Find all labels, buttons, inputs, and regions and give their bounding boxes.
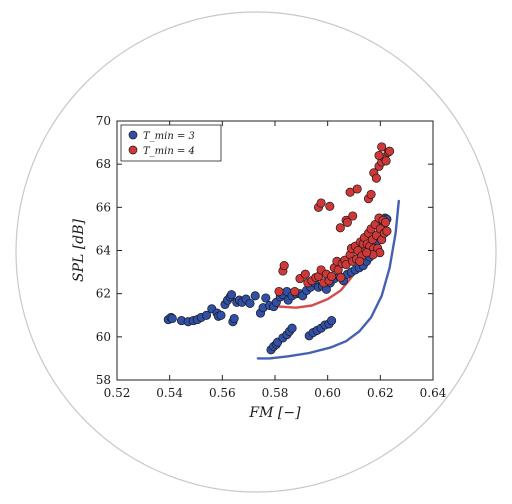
- scatter-point-series-2: [336, 272, 346, 283]
- legend: T_min = 3 T_min = 4: [120, 124, 222, 162]
- scatter-point-series-2: [382, 226, 392, 236]
- legend-entry-series-1: T_min = 3: [128, 130, 195, 142]
- y-tick-label: 66: [96, 200, 111, 214]
- scatter-point-series-1: [167, 313, 177, 324]
- legend-label-series-1: T_min = 3: [143, 131, 195, 142]
- scatter-point-series-2: [374, 150, 384, 161]
- scatter-point-series-2: [352, 184, 362, 194]
- x-tick-label: 0.52: [104, 386, 131, 400]
- scatter-point-series-1: [261, 293, 271, 303]
- y-axis: 58 60 62 64 66 68 70: [96, 114, 433, 387]
- x-tick-label: 0.62: [367, 386, 394, 400]
- scatter-point-series-2: [385, 146, 395, 156]
- scatter-point-series-2: [377, 142, 387, 152]
- scatter-point-series-2: [355, 256, 365, 266]
- scatter-point-series-1: [327, 316, 337, 326]
- scatter-point-series-2: [362, 248, 372, 258]
- scatter-point-series-2: [381, 217, 391, 227]
- scatter-point-series-2: [316, 198, 326, 208]
- y-tick-label: 68: [96, 157, 111, 171]
- plot-area: 0.52 0.54 0.56 0.58 0.60 0.62 0.64 58 60 62 64 66 6…: [96, 114, 447, 400]
- scatter-point-series-2: [274, 286, 284, 297]
- scatter-point-series-1: [245, 298, 255, 308]
- legend-marker-series-2: [128, 145, 138, 155]
- scatter-point-series-2: [335, 223, 345, 233]
- legend-entry-series-2: T_min = 4: [128, 145, 195, 157]
- scatter-point-series-2: [290, 286, 300, 297]
- x-axis: 0.52 0.54 0.56 0.58 0.60 0.62 0.64: [104, 121, 447, 400]
- x-tick-label: 0.60: [314, 386, 341, 400]
- x-axis-label: FM [−]: [248, 405, 301, 421]
- legend-label-series-2: T_min = 4: [143, 146, 195, 157]
- scatter-point-series-2: [279, 261, 289, 271]
- y-tick-label: 60: [96, 330, 111, 344]
- scatter-point-series-2: [381, 156, 391, 166]
- legend-marker-series-1: [128, 130, 138, 140]
- x-tick-label: 0.58: [262, 386, 289, 400]
- scatter-point-series-2: [366, 189, 376, 199]
- x-tick-label: 0.56: [209, 386, 236, 400]
- x-tick-label: 0.64: [420, 386, 447, 400]
- fit-curve-series-2: [277, 263, 361, 309]
- scatter-point-series-1: [250, 291, 260, 301]
- scatter-point-series-1: [287, 323, 297, 333]
- scatter-point-series-2: [371, 173, 381, 183]
- y-tick-label: 70: [96, 114, 111, 128]
- y-tick-label: 62: [96, 287, 111, 301]
- scatter-point-series-2: [325, 201, 335, 211]
- legend-box: [120, 124, 222, 162]
- x-tick-label: 0.54: [156, 386, 183, 400]
- y-tick-label: 64: [96, 244, 112, 258]
- y-tick-label: 58: [96, 373, 111, 387]
- data-points: [163, 142, 395, 355]
- fit-curves: [256, 199, 400, 360]
- scatter-point-series-1: [226, 290, 237, 300]
- y-axis-label: SPL [dB]: [71, 218, 87, 281]
- scatter-point-series-1: [216, 310, 226, 320]
- fit-curve-series-1: [256, 199, 400, 360]
- scatter-point-series-2: [348, 211, 358, 221]
- scatter-point-series-1: [229, 313, 239, 324]
- scatter-point-series-2: [342, 217, 352, 227]
- scatter-point-series-1: [201, 310, 212, 320]
- scatter-point-series-2: [300, 269, 310, 279]
- scatter-point-series-2: [327, 271, 337, 281]
